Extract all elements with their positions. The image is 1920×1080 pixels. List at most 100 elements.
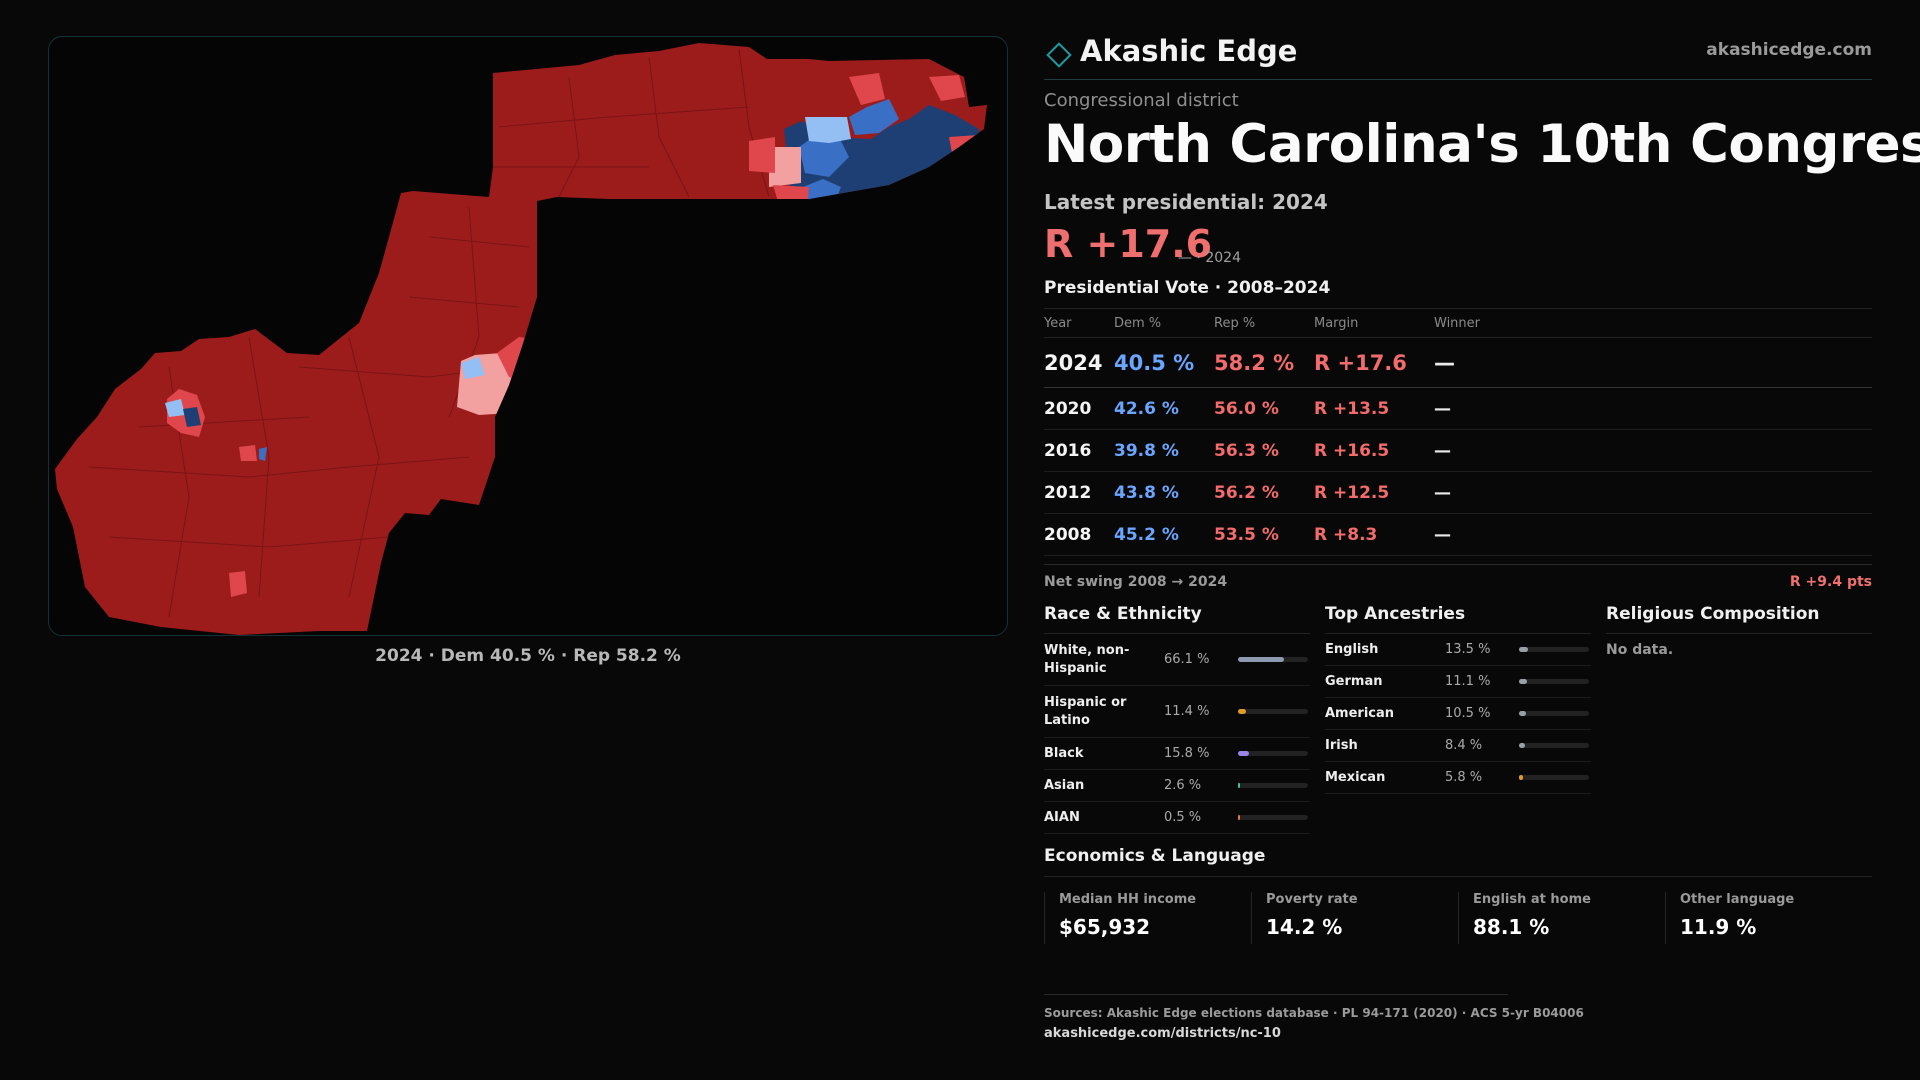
econ-value: 88.1 % — [1473, 915, 1665, 939]
brand-url-link[interactable]: akashicedge.com — [1706, 40, 1872, 60]
demographic-bar-fill — [1519, 775, 1523, 780]
demographic-row: German 11.1 % — [1325, 666, 1591, 698]
demographic-pct: 11.1 % — [1445, 674, 1519, 689]
district-info-panel: Akashic Edge akashicedge.com Congression… — [1044, 0, 1872, 1080]
row-dem-pct: 43.8 % — [1114, 483, 1214, 503]
district-map[interactable] — [48, 36, 1008, 636]
row-rep-pct: 58.2 % — [1214, 351, 1314, 375]
demographic-label: English — [1325, 641, 1445, 659]
demographic-row: White, non-Hispanic 66.1 % — [1044, 634, 1310, 686]
net-swing-value: R +9.4 pts — [1790, 574, 1872, 590]
footer-divider — [1044, 994, 1508, 995]
econ-value: $65,932 — [1059, 915, 1251, 939]
demographic-label: American — [1325, 705, 1445, 723]
row-year: 2016 — [1044, 441, 1114, 461]
row-winner: — — [1434, 441, 1534, 461]
demographic-bar — [1238, 783, 1308, 788]
row-year: 2012 — [1044, 483, 1114, 503]
demographic-row: Black 15.8 % — [1044, 738, 1310, 770]
table-row: 2020 42.6 % 56.0 % R +13.5 — — [1044, 388, 1872, 430]
demographic-row: Mexican 5.8 % — [1325, 762, 1591, 794]
demographic-bar-fill — [1238, 709, 1246, 714]
presidential-vote-table: Year Dem % Rep % Margin Winner 2024 40.5… — [1044, 308, 1872, 556]
row-margin: R +8.3 — [1314, 525, 1434, 545]
demographic-label: Mexican — [1325, 769, 1445, 787]
row-year: 2020 — [1044, 399, 1114, 419]
lean-rep-area — [949, 135, 983, 169]
lean-rep-area — [239, 445, 257, 461]
row-margin: R +12.5 — [1314, 483, 1434, 503]
demographic-bar — [1238, 657, 1308, 662]
economics-section-title: Economics & Language — [1044, 846, 1265, 866]
econ-cell-other-language: Other language 11.9 % — [1665, 892, 1872, 944]
lean-rep-area — [229, 571, 247, 597]
net-swing-row: Net swing 2008 → 2024 R +9.4 pts — [1044, 574, 1872, 590]
demographic-bar-fill — [1238, 751, 1249, 756]
column-header-rep: Rep % — [1214, 316, 1314, 331]
econ-value: 14.2 % — [1266, 915, 1458, 939]
map-caption: 2024 · Dem 40.5 % · Rep 58.2 % — [48, 646, 1008, 666]
demographic-bar — [1519, 775, 1589, 780]
religion-section-title: Religious Composition — [1606, 604, 1872, 634]
econ-label: Other language — [1680, 892, 1872, 907]
demographic-bar — [1238, 709, 1308, 714]
diamond-logo-icon — [1044, 40, 1074, 70]
demographic-bar — [1519, 679, 1589, 684]
row-margin: R +13.5 — [1314, 399, 1434, 419]
net-swing-label: Net swing 2008 → 2024 — [1044, 574, 1227, 590]
econ-value: 11.9 % — [1680, 915, 1872, 939]
demographic-label: Hispanic or Latino — [1044, 694, 1164, 730]
row-year: 2008 — [1044, 525, 1114, 545]
lean-rep-area — [773, 185, 809, 207]
race-ethnicity-section: Race & Ethnicity White, non-Hispanic 66.1… — [1044, 604, 1310, 834]
row-dem-pct: 42.6 % — [1114, 399, 1214, 419]
table-header-row: Year Dem % Rep % Margin Winner — [1044, 308, 1872, 338]
column-header-winner: Winner — [1434, 316, 1534, 331]
row-dem-pct: 40.5 % — [1114, 351, 1214, 375]
demographic-bar-fill — [1238, 815, 1240, 820]
district-url-link[interactable]: akashicedge.com/districts/nc-10 — [1044, 1026, 1281, 1041]
demographic-bar — [1519, 711, 1589, 716]
demographic-pct: 11.4 % — [1164, 704, 1238, 719]
row-winner: — — [1434, 525, 1534, 545]
brand-name: Akashic Edge — [1080, 34, 1297, 68]
lean-rep-area — [749, 137, 775, 173]
table-row: 2024 40.5 % 58.2 % R +17.6 — — [1044, 338, 1872, 388]
demographic-pct: 10.5 % — [1445, 706, 1519, 721]
econ-cell-english: English at home 88.1 % — [1458, 892, 1665, 944]
row-rep-pct: 53.5 % — [1214, 525, 1314, 545]
demographic-pct: 2.6 % — [1164, 778, 1238, 793]
votes-section-title: Presidential Vote · 2008–2024 — [1044, 278, 1330, 298]
table-row: 2012 43.8 % 56.2 % R +12.5 — — [1044, 472, 1872, 514]
religion-no-data: No data. — [1606, 642, 1872, 658]
econ-cell-income: Median HH income $65,932 — [1044, 892, 1251, 944]
row-year: 2024 — [1044, 351, 1114, 375]
column-header-dem: Dem % — [1114, 316, 1214, 331]
demographic-label: Asian — [1044, 777, 1164, 795]
demographic-bar-fill — [1519, 647, 1528, 652]
row-winner: — — [1434, 483, 1534, 503]
religion-section: Religious Composition No data. — [1606, 604, 1872, 658]
demographic-bar — [1519, 647, 1589, 652]
demographic-bar — [1519, 743, 1589, 748]
demographic-row: English 13.5 % — [1325, 634, 1591, 666]
demographic-label: Black — [1044, 745, 1164, 763]
sources-text: Sources: Akashic Edge elections database… — [1044, 1006, 1584, 1020]
demographic-pct: 13.5 % — [1445, 642, 1519, 657]
demographic-bar-fill — [1519, 679, 1527, 684]
district-map-svg[interactable] — [49, 37, 1008, 636]
demographic-bar — [1238, 751, 1308, 756]
demographic-label: White, non-Hispanic — [1044, 642, 1164, 678]
demographic-row: American 10.5 % — [1325, 698, 1591, 730]
demographic-row: Asian 2.6 % — [1044, 770, 1310, 802]
econ-cell-poverty: Poverty rate 14.2 % — [1251, 892, 1458, 944]
demographic-label: AIAN — [1044, 809, 1164, 827]
row-winner: — — [1434, 399, 1534, 419]
demographic-bar-fill — [1238, 657, 1284, 662]
row-dem-pct: 45.2 % — [1114, 525, 1214, 545]
divider — [1044, 876, 1872, 877]
row-margin: R +16.5 — [1314, 441, 1434, 461]
demographic-row: Irish 8.4 % — [1325, 730, 1591, 762]
row-rep-pct: 56.0 % — [1214, 399, 1314, 419]
demographic-label: German — [1325, 673, 1445, 691]
